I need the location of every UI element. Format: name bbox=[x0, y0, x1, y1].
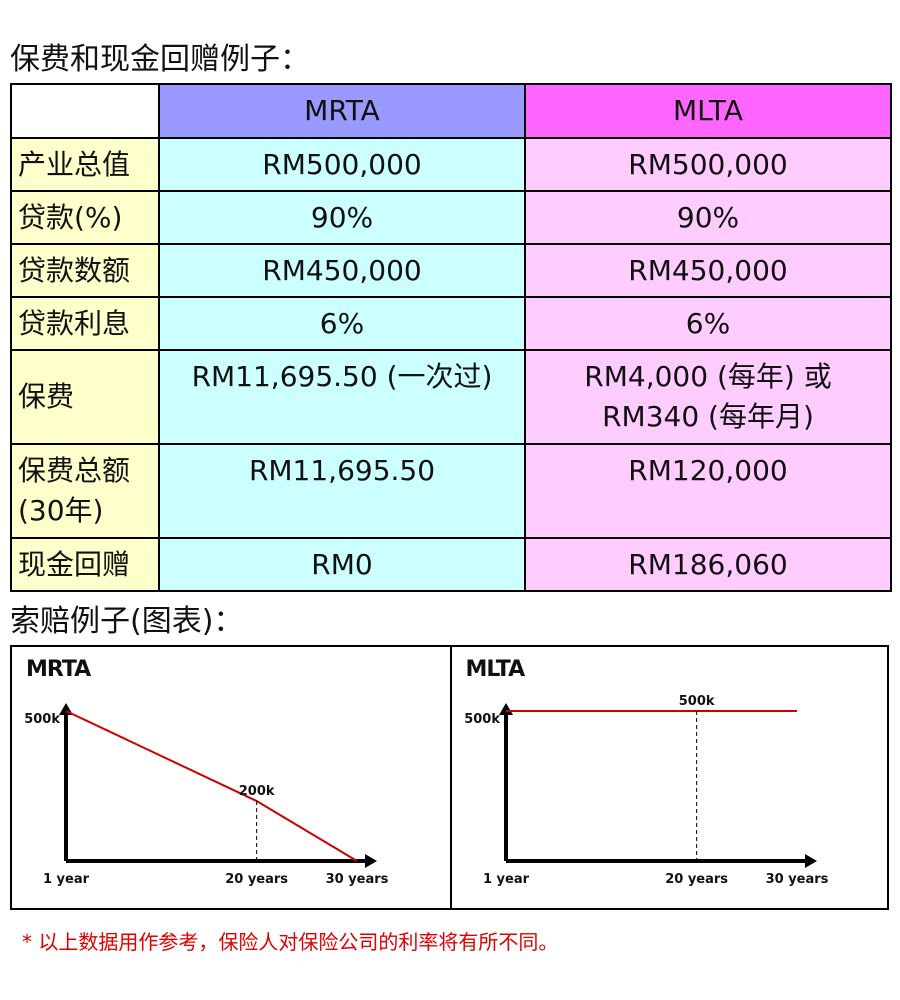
table-row: 贷款利息 6% 6% bbox=[10, 296, 892, 351]
row-label: 产业总值 bbox=[10, 137, 160, 192]
mrta-cell: RM500,000 bbox=[158, 137, 526, 192]
x-tick-label: 20 years bbox=[225, 872, 288, 887]
chart-title: MLTA bbox=[465, 657, 526, 682]
mrta-cell: RM450,000 bbox=[158, 243, 526, 298]
row-label: 保费 bbox=[10, 349, 160, 445]
mrta-cell: RM11,695.50 bbox=[158, 443, 526, 539]
table-row: 贷款(%) 90% 90% bbox=[10, 190, 892, 245]
mlta-cell: 6% bbox=[524, 296, 892, 351]
x-tick-label: 1 year bbox=[482, 872, 529, 887]
row-label: 贷款(%) bbox=[10, 190, 160, 245]
mlta-cell: RM186,060 bbox=[524, 537, 892, 592]
mlta-cell: RM500,000 bbox=[524, 137, 892, 192]
row-label: 现金回赠 bbox=[10, 537, 160, 592]
annotation-label: 500k bbox=[678, 694, 714, 709]
table-row: 保费 RM11,695.50 (一次过) RM4,000 (每年) 或 RM34… bbox=[10, 349, 892, 445]
x-axis-arrow bbox=[804, 854, 817, 868]
row-label: 保费总额 (30年) bbox=[10, 443, 160, 539]
disclaimer-note: * 以上数据用作参考，保险人对保险公司的利率将有所不同。 bbox=[22, 930, 559, 954]
mrta-cell: 90% bbox=[158, 190, 526, 245]
mrta-cell: 6% bbox=[158, 296, 526, 351]
row-label: 贷款利息 bbox=[10, 296, 160, 351]
mrta-chart-svg: 500k 1 year 20 years 30 years 200k bbox=[24, 703, 389, 887]
x-tick-label: 20 years bbox=[665, 872, 728, 887]
header-blank-cell bbox=[10, 83, 160, 139]
mlta-cell: RM450,000 bbox=[524, 243, 892, 298]
claim-example-heading: 索赔例子(图表)： bbox=[10, 604, 244, 639]
mrta-chart: MRTA 500k 1 year 20 years 30 years 200k bbox=[12, 647, 450, 908]
y-tick-label: 500k bbox=[24, 712, 60, 727]
claim-charts: MRTA 500k 1 year 20 years 30 years 200k MLTA… bbox=[10, 645, 889, 910]
mlta-premium-line-2: RM340 (每年月) bbox=[602, 400, 814, 433]
y-tick-label: 500k bbox=[464, 712, 500, 727]
premium-example-heading: 保费和现金回赠例子： bbox=[10, 42, 310, 77]
chart-title: MRTA bbox=[26, 657, 91, 682]
x-tick-label: 1 year bbox=[43, 872, 90, 887]
mlta-cell: 90% bbox=[524, 190, 892, 245]
annotation-label: 200k bbox=[239, 784, 275, 799]
table-header-row: MRTA MLTA bbox=[10, 83, 892, 139]
mrta-cell: RM0 bbox=[158, 537, 526, 592]
mlta-chart-svg: 500k 1 year 20 years 30 years 500k bbox=[464, 694, 828, 887]
x-tick-label: 30 years bbox=[765, 872, 828, 887]
row-label-line-1: 保费总额 bbox=[18, 454, 131, 487]
table-row: 保费总额 (30年) RM11,695.50 RM120,000 bbox=[10, 443, 892, 539]
header-mrta: MRTA bbox=[158, 83, 526, 139]
mrta-cell: RM11,695.50 (一次过) bbox=[158, 349, 526, 445]
mlta-cell: RM120,000 bbox=[524, 443, 892, 539]
header-mlta: MLTA bbox=[524, 83, 892, 139]
series-line bbox=[65, 710, 358, 862]
x-axis-arrow bbox=[365, 854, 377, 868]
table-row: 产业总值 RM500,000 RM500,000 bbox=[10, 137, 892, 192]
row-label: 贷款数额 bbox=[10, 243, 160, 298]
table-row: 贷款数额 RM450,000 RM450,000 bbox=[10, 243, 892, 298]
mlta-premium-line-1: RM4,000 (每年) 或 bbox=[584, 360, 832, 393]
mlta-cell: RM4,000 (每年) 或 RM340 (每年月) bbox=[524, 349, 892, 445]
mlta-chart: MLTA 500k 1 year 20 years 30 years 500k bbox=[449, 647, 888, 908]
comparison-table: MRTA MLTA 产业总值 RM500,000 RM500,000 贷款(%)… bbox=[10, 83, 892, 592]
x-tick-label: 30 years bbox=[326, 872, 389, 887]
row-label-line-2: (30年) bbox=[18, 494, 104, 527]
y-axis-arrow bbox=[498, 703, 513, 715]
table-row: 现金回赠 RM0 RM186,060 bbox=[10, 537, 892, 592]
